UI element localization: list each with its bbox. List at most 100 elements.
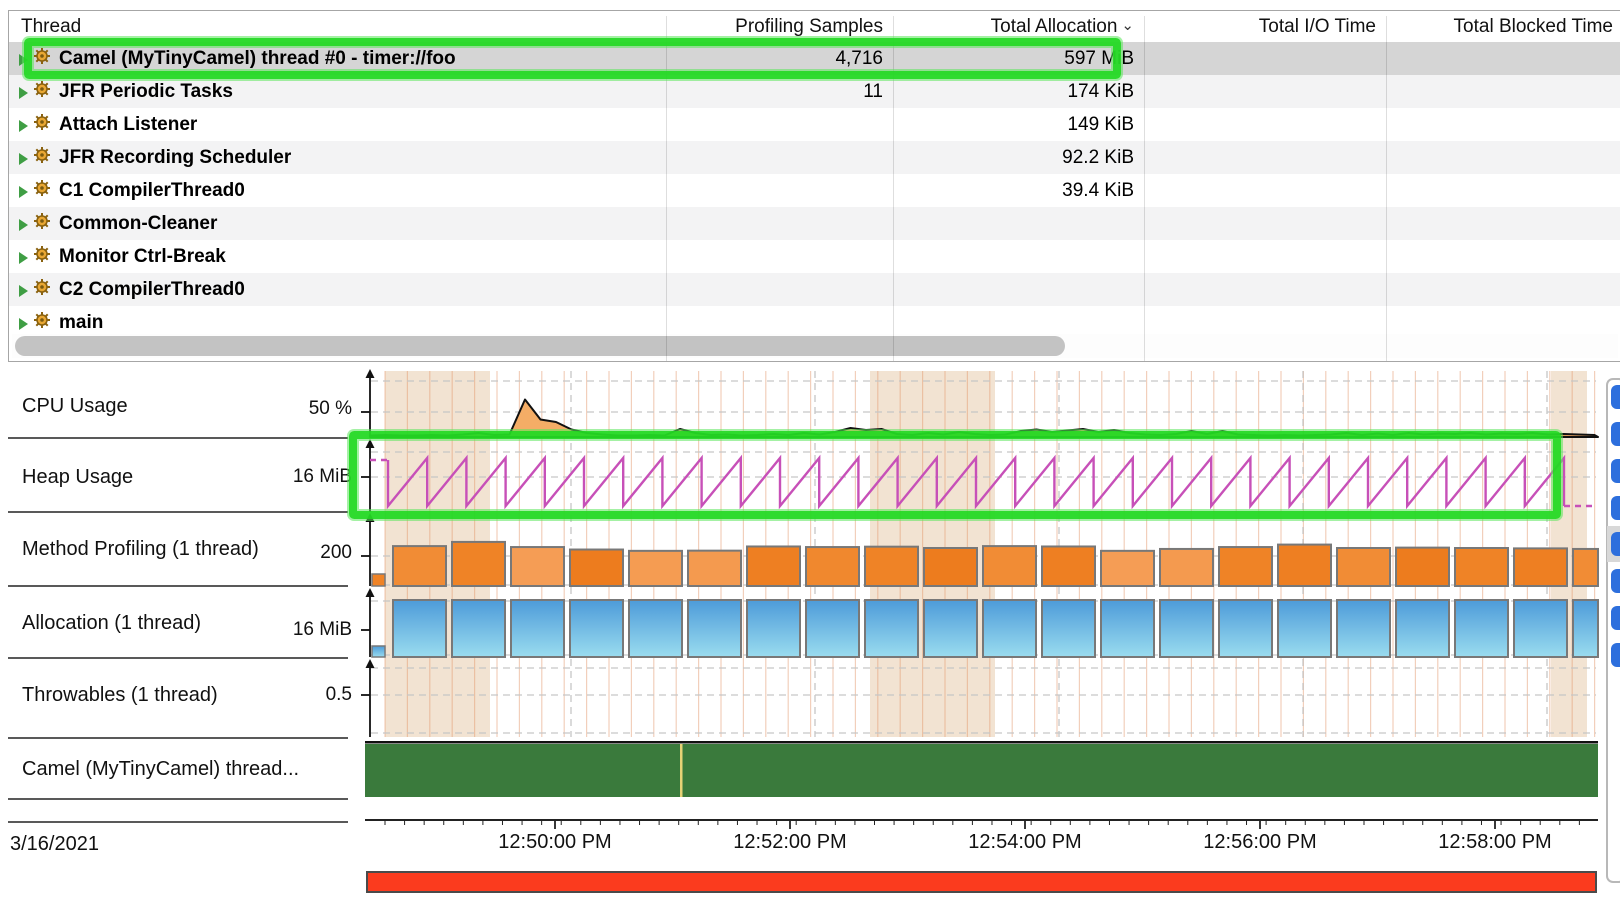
lane-config-button[interactable] [1611,459,1620,483]
lane-label-method-profiling-1-thread-: Method Profiling (1 thread) [22,538,259,560]
thread-metric-value [1144,42,1376,75]
column-header-total-blocked-time[interactable]: Total Blocked Time [1453,16,1613,37]
thread-name: C1 CompilerThread0 [59,180,245,201]
timeline-range-scrollbar[interactable] [366,871,1597,893]
thread-row[interactable]: JFR Recording Scheduler 92.2 KiB [9,141,1620,174]
gear-icon [34,312,50,328]
thread-metric-value [666,273,883,306]
thread-metric-value: 174 KiB [1067,81,1134,102]
lane-config-button[interactable] [1611,569,1620,593]
column-header-profiling-samples[interactable]: Profiling Samples [735,16,883,37]
thread-name: Common-Cleaner [59,213,218,234]
column-divider [666,16,667,361]
lane-config-button[interactable] [1611,422,1620,446]
gear-icon [34,279,50,295]
thread-metric-value [1144,240,1376,273]
thread-row[interactable]: JFR Periodic Tasks 11 174 KiB [9,75,1620,108]
allocation-bar [746,599,801,658]
thread-activity-span[interactable] [365,744,1598,797]
thread-row[interactable]: C1 CompilerThread0 39.4 KiB [9,174,1620,207]
timeline-panel: CPU Usage 50 % Heap Usage 16 MiB Method Prof… [0,364,1620,904]
lane-config-button[interactable] [1611,606,1620,630]
thread-name: Camel (MyTinyCamel) thread #0 - timer://… [59,48,456,69]
column-header-total-allocation[interactable]: Total Allocation ⌄ [990,16,1134,37]
expand-triangle-icon[interactable] [19,87,28,99]
thread-row[interactable]: Camel (MyTinyCamel) thread #0 - timer://… [9,42,1620,75]
expand-triangle-icon[interactable] [19,219,28,231]
thread-metric-value [1144,207,1376,240]
allocation-bar [1100,599,1155,658]
thread-metric-value [1386,273,1613,306]
method-profiling-bar [982,545,1037,588]
table-horizontal-scrollbar[interactable] [12,334,1618,358]
thread-metric-value [1144,174,1376,207]
thread-metric-value: 39.4 KiB [1062,180,1134,201]
allocation-bar [687,599,742,658]
method-profiling-bar [923,547,978,587]
expand-triangle-icon[interactable] [19,285,28,297]
gear-icon [34,147,50,163]
gear-icon [34,180,50,196]
method-profiling-bar [392,545,447,588]
column-header-thread[interactable]: Thread [21,16,82,37]
expand-triangle-icon[interactable] [19,120,28,132]
expand-triangle-icon[interactable] [19,186,28,198]
gear-icon [34,48,50,64]
expand-triangle-icon[interactable] [19,153,28,165]
gear-icon [34,81,50,97]
expand-triangle-icon[interactable] [19,54,28,66]
thread-name: main [59,312,104,333]
lane-options-panel [1606,378,1620,883]
gear-icon [34,213,50,229]
thread-metric-value [1386,174,1613,207]
thread-metric-value [1386,108,1613,141]
time-tick-label: 12:54:00 PM [968,831,1082,853]
thread-metric-value [1386,240,1613,273]
lane-label-throwables-1-thread-: Throwables (1 thread) [22,684,218,706]
column-divider [1144,16,1145,361]
allocation-bar [1277,599,1332,658]
lane-config-button[interactable] [1611,532,1620,556]
allocation-bar [1041,599,1096,658]
allocation-bar [1336,599,1391,658]
timeline-chart[interactable] [0,364,1620,904]
method-profiling-bar [569,548,624,588]
time-axis-labels: 12:50:00 PM 12:52:00 PM 12:54:00 PM 12:56:0… [0,831,1556,859]
lane-config-button[interactable] [1611,385,1620,409]
allocation-bar [805,599,860,658]
method-profiling-bar [1513,547,1568,588]
thread-row[interactable]: main [9,306,1620,339]
threads-table: Thread Profiling Samples Total Allocation ⌄… [8,10,1620,362]
thread-metric-value [1386,207,1613,240]
thread-metric-value [893,240,1134,273]
thread-row[interactable]: C2 CompilerThread0 [9,273,1620,306]
expand-triangle-icon[interactable] [19,252,28,264]
thread-metric-value: 597 MiB [1064,48,1134,69]
thread-name: JFR Recording Scheduler [59,147,292,168]
allocation-bar [510,599,565,658]
allocation-bar [392,599,447,658]
lane-config-button[interactable] [1611,643,1620,667]
thread-metric-value: 4,716 [835,48,883,69]
thread-name: Attach Listener [59,114,198,135]
thread-metric-value: 92.2 KiB [1062,147,1134,168]
allocation-bar [569,599,624,658]
thread-row[interactable]: Common-Cleaner [9,207,1620,240]
scrollbar-thumb[interactable] [15,336,1065,356]
method-profiling-bar [1100,549,1155,588]
allocation-bar [1395,599,1450,658]
time-tick-label: 12:50:00 PM [498,831,612,853]
lane-config-button[interactable] [1611,496,1620,520]
event-marker-line [680,744,683,797]
method-profiling-bar [1218,546,1273,588]
allocation-bar [1218,599,1273,658]
thread-row[interactable]: Monitor Ctrl-Break [9,240,1620,273]
thread-row[interactable]: Attach Listener 149 KiB [9,108,1620,141]
method-profiling-bar [1572,547,1599,587]
thread-metric-value [1144,108,1376,141]
thread-metric-value [666,207,883,240]
column-header-total-i-o-time[interactable]: Total I/O Time [1258,16,1376,37]
expand-triangle-icon[interactable] [19,318,28,330]
allocation-bar [1454,599,1509,658]
